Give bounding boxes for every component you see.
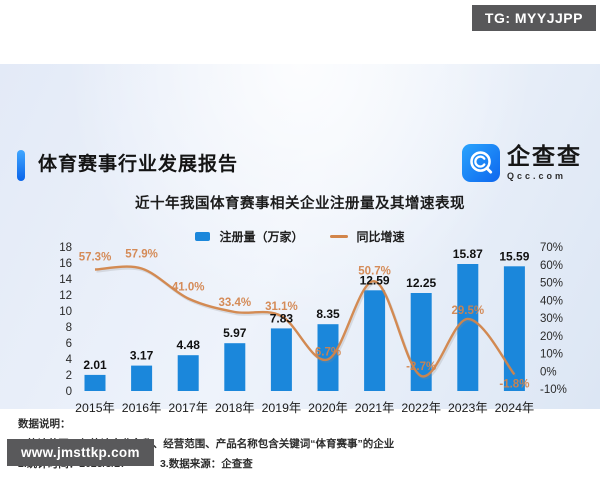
- chart-title: 近十年我国体育赛事相关企业注册量及其增速表现: [135, 196, 465, 212]
- right-axis-tick: 60%: [540, 260, 563, 272]
- growth-label: 33.4%: [218, 297, 251, 309]
- bar: [457, 264, 479, 391]
- x-axis-label: 2020年: [308, 401, 348, 415]
- bar: [270, 328, 292, 391]
- x-axis-label: 2018年: [215, 401, 255, 415]
- bar-value-label: 3.17: [130, 349, 154, 363]
- left-axis-tick: 6: [66, 338, 72, 350]
- growth-label: 31.1%: [265, 301, 298, 313]
- right-axis-tick: 30%: [540, 313, 563, 325]
- bar-value-label: 8.35: [316, 307, 340, 321]
- title-accent-bar: [17, 150, 25, 181]
- right-axis-tick: 0%: [540, 366, 557, 378]
- chart-legend: 注册量（万家） 同比增速: [0, 228, 600, 245]
- bar-value-label: 2.01: [83, 358, 107, 372]
- left-axis-tick: 14: [59, 274, 72, 286]
- right-axis-tick: 20%: [540, 331, 563, 343]
- left-axis-tick: 10: [59, 306, 72, 318]
- growth-label: 41.0%: [172, 282, 205, 294]
- bar-value-label: 15.87: [453, 247, 483, 261]
- growth-line-shadow: [96, 267, 517, 380]
- watermark-bottom-left: www.jmsttkp.com: [7, 439, 154, 466]
- left-axis-tick: 8: [66, 322, 72, 334]
- legend-line-label: 同比增速: [356, 230, 405, 244]
- bar-value-label: 12.25: [406, 276, 436, 290]
- bar: [224, 343, 246, 391]
- x-axis-label: 2023年: [448, 401, 488, 415]
- qcc-logo: 企查查 Qcc.com: [462, 144, 582, 182]
- bar: [177, 355, 199, 391]
- left-axis-tick: 2: [66, 370, 72, 382]
- bar-value-label: 5.97: [223, 326, 247, 340]
- left-axis-tick: 4: [66, 354, 73, 366]
- legend-bar-label: 注册量（万家）: [219, 230, 304, 244]
- legend-line-swatch: [329, 235, 348, 238]
- right-axis-tick: -10%: [540, 384, 567, 396]
- growth-label: 29.5%: [451, 305, 484, 317]
- bar: [317, 324, 339, 391]
- left-axis-tick: 0: [66, 386, 72, 398]
- bar: [131, 365, 153, 391]
- left-axis-tick: 18: [59, 242, 72, 254]
- right-axis-tick: 10%: [540, 349, 563, 361]
- right-axis-tick: 50%: [540, 278, 563, 290]
- growth-label: -1.8%: [499, 378, 529, 390]
- x-axis-label: 2015年: [75, 401, 115, 415]
- bar-value-label: 4.48: [177, 338, 201, 352]
- right-axis-tick: 70%: [540, 242, 563, 254]
- bar: [503, 266, 525, 391]
- x-axis-label: 2022年: [401, 401, 441, 415]
- growth-label: 6.7%: [315, 346, 341, 358]
- x-axis-label: 2017年: [168, 401, 208, 415]
- report-title: 体育赛事行业发展报告: [38, 154, 239, 175]
- notes-heading: 数据说明：: [18, 418, 71, 430]
- qcc-logo-name: 企查查: [507, 143, 582, 169]
- x-axis-label: 2024年: [495, 401, 535, 415]
- bar-value-label: 15.59: [499, 249, 529, 263]
- growth-label: -2.7%: [406, 361, 436, 373]
- left-axis-tick: 16: [59, 258, 72, 270]
- x-axis-label: 2021年: [355, 401, 395, 415]
- bar: [84, 374, 106, 391]
- growth-label: 50.7%: [358, 265, 391, 277]
- legend-bar-swatch: [195, 232, 211, 241]
- bar: [410, 293, 432, 391]
- left-axis-tick: 12: [59, 290, 72, 302]
- qcc-logo-domain: Qcc.com: [507, 171, 567, 181]
- bar-value-label: 7.83: [270, 311, 294, 325]
- bar: [364, 290, 386, 391]
- x-axis-label: 2019年: [262, 401, 302, 415]
- growth-line: [94, 265, 516, 378]
- notes-line2-source: 3.数据来源：企查查: [159, 458, 253, 470]
- x-axis-label: 2016年: [122, 401, 162, 415]
- qcc-logo-icon: [462, 144, 500, 182]
- bar-value-label: 12.59: [360, 273, 390, 287]
- growth-label: 57.9%: [125, 249, 158, 261]
- report-card: 体育赛事行业发展报告 企查查 Qcc.com 近十年我国体育赛事相关企业注册量及…: [0, 64, 600, 470]
- chart-canvas: 0 2 4 6 8 10 12 14 16 18 70% 60% 50% 40% 30% 20% 10% 0% -1…: [59, 242, 567, 415]
- growth-label: 57.3%: [79, 252, 112, 264]
- watermark-top-right: TG: MYYJJPP: [471, 5, 596, 31]
- right-axis-tick: 40%: [540, 295, 563, 307]
